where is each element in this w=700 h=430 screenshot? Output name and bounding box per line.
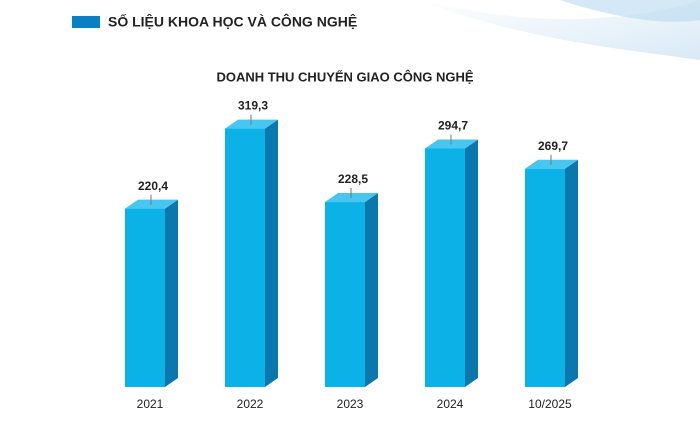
decoration xyxy=(560,0,700,22)
bar xyxy=(225,128,265,387)
bar-side xyxy=(265,119,278,387)
bar-side xyxy=(165,199,178,387)
x-tick-label: 2024 xyxy=(437,397,464,411)
bar xyxy=(125,208,165,387)
bar-side xyxy=(465,139,478,387)
value-label: 228,5 xyxy=(338,172,368,186)
x-tick-label: 2021 xyxy=(137,397,164,411)
bar xyxy=(525,168,565,387)
decoration xyxy=(420,0,700,60)
bar-side xyxy=(365,193,378,387)
legend-swatch xyxy=(72,16,100,28)
bar xyxy=(325,202,365,387)
bar-side xyxy=(565,159,578,387)
value-label: 294,7 xyxy=(438,119,468,133)
x-tick-label: 2022 xyxy=(237,397,264,411)
x-tick-label: 10/2025 xyxy=(528,397,572,411)
value-label: 220,4 xyxy=(138,179,168,193)
x-tick-label: 2023 xyxy=(337,397,364,411)
value-label: 269,7 xyxy=(538,139,568,153)
legend-label: SỐ LIỆU KHOA HỌC VÀ CÔNG NGHỆ xyxy=(108,13,357,30)
value-label: 319,3 xyxy=(238,99,268,113)
bar xyxy=(425,148,465,387)
chart-title: DOANH THU CHUYỂN GIAO CÔNG NGHỆ xyxy=(216,69,473,84)
